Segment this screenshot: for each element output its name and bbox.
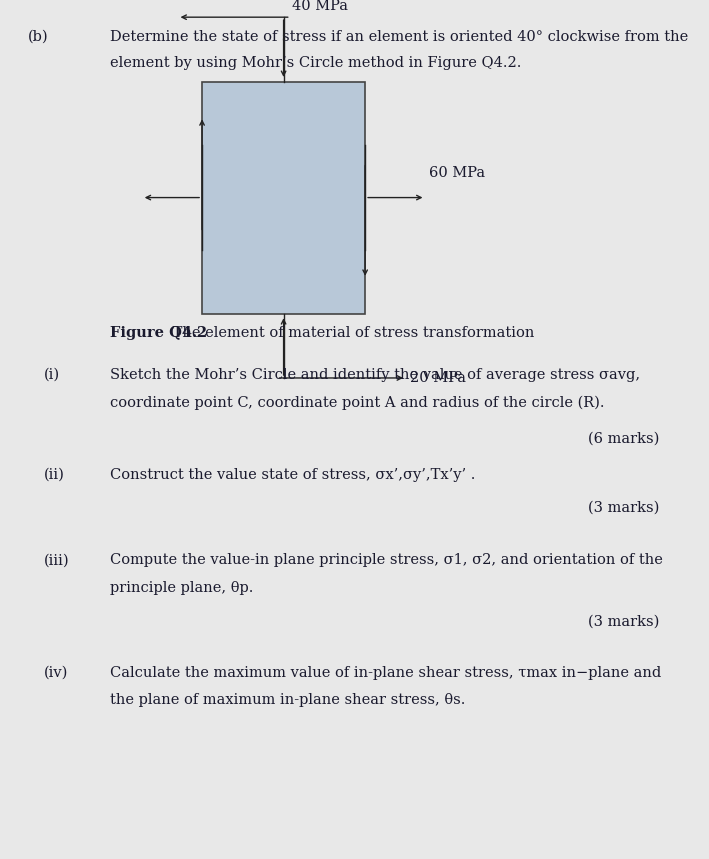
Text: (iii): (iii) — [44, 553, 69, 567]
Text: (3 marks): (3 marks) — [588, 615, 659, 629]
Text: 20 MPa: 20 MPa — [410, 371, 466, 385]
Text: (iv): (iv) — [44, 666, 68, 679]
Text: (i): (i) — [44, 368, 60, 381]
Text: (ii): (ii) — [44, 468, 65, 482]
Text: Sketch the Mohr’s Circle and identify the value of average stress σavg,: Sketch the Mohr’s Circle and identify th… — [110, 368, 640, 381]
Text: (6 marks): (6 marks) — [588, 432, 659, 446]
Text: Determine the state of stress if an element is oriented 40° clockwise from the: Determine the state of stress if an elem… — [110, 30, 688, 44]
Text: element by using Mohr’s Circle method in Figure Q4.2.: element by using Mohr’s Circle method in… — [110, 56, 521, 70]
Text: Compute the value-in plane principle stress, σ1, σ2, and orientation of the: Compute the value-in plane principle str… — [110, 553, 663, 567]
Text: the plane of maximum in-plane shear stress, θs.: the plane of maximum in-plane shear stre… — [110, 693, 465, 707]
Text: Construct the value state of stress, σx’,σy’,Tx’y’ .: Construct the value state of stress, σx’… — [110, 468, 475, 482]
Text: (3 marks): (3 marks) — [588, 501, 659, 515]
Text: The element of material of stress transformation: The element of material of stress transf… — [168, 326, 535, 340]
Text: (b): (b) — [28, 30, 49, 44]
Text: Calculate the maximum value of in-plane shear stress, τmax in−plane and: Calculate the maximum value of in-plane … — [110, 666, 661, 679]
Text: 40 MPa: 40 MPa — [292, 0, 348, 13]
Text: principle plane, θp.: principle plane, θp. — [110, 581, 253, 594]
Text: Figure Q4.2: Figure Q4.2 — [110, 326, 207, 340]
Text: coordinate point C, coordinate point A and radius of the circle (R).: coordinate point C, coordinate point A a… — [110, 395, 604, 410]
Text: 60 MPa: 60 MPa — [429, 167, 485, 180]
Bar — [202, 82, 365, 314]
